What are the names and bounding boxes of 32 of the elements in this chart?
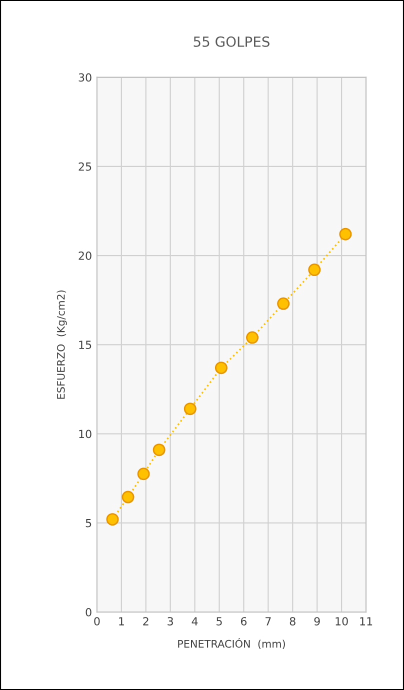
point <box>246 331 259 344</box>
x-tick-label: 11 <box>360 617 372 626</box>
point <box>308 264 321 276</box>
point <box>122 490 134 504</box>
x-tick-label: 4 <box>192 617 198 626</box>
point <box>137 468 150 480</box>
y-tick-label: 0 <box>86 608 92 616</box>
x-tick-label: 8 <box>290 617 296 626</box>
x-tick-label: 0 <box>94 617 100 626</box>
point <box>106 513 119 526</box>
x-tick-label: 3 <box>168 617 173 626</box>
chart-title: 55 GOLPES <box>194 36 270 47</box>
y-tick-label: 15 <box>79 340 92 350</box>
point <box>184 402 196 416</box>
y-tick-label: 10 <box>79 430 92 438</box>
x-tick-label: 10 <box>336 617 348 626</box>
y-tick-label: 5 <box>86 519 92 528</box>
point <box>214 362 228 374</box>
x-tick-label: 1 <box>119 617 124 626</box>
x-tick-label: 9 <box>314 617 320 626</box>
y-tick-label: 25 <box>78 162 92 171</box>
x-tick-label: 7 <box>266 617 271 626</box>
x-axis-title: PENETRACIÓN (mm) <box>178 638 285 649</box>
y-axis-title: ESFUERZO (Kg/cm2) <box>56 290 67 399</box>
x-tick-label: 6 <box>240 617 247 626</box>
y-tick-label: 30 <box>78 73 92 82</box>
x-tick-label: 2 <box>143 617 148 626</box>
point <box>339 228 352 240</box>
x-tick-label: 5 <box>216 617 222 626</box>
point <box>152 444 166 456</box>
y-tick-label: 20 <box>78 252 92 260</box>
point <box>277 297 290 310</box>
